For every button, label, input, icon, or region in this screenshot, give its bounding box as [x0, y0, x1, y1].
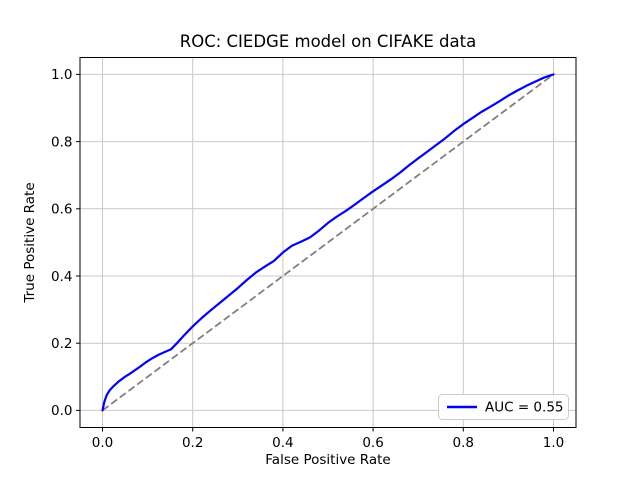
legend-box	[438, 394, 569, 420]
x-axis-label: False Positive Rate	[265, 452, 390, 468]
y-tick-label: 0.6	[51, 202, 72, 218]
x-tick-labels: 0.0 0.2 0.4 0.6 0.8 1.0	[92, 435, 564, 451]
y-tick-label: 0.4	[51, 269, 72, 285]
chart-title: ROC: CIEDGE model on CIFAKE data	[180, 32, 476, 51]
y-tick-labels: 0.0 0.2 0.4 0.6 0.8 1.0	[51, 67, 72, 419]
chance-diagonal-line	[101, 73, 555, 412]
y-tick-label: 0.8	[51, 134, 72, 150]
y-tick-label: 0.2	[51, 336, 72, 352]
y-tick-label: 0.0	[51, 403, 72, 419]
y-tick-label: 1.0	[51, 67, 72, 83]
axes-frame	[79, 57, 577, 428]
legend: AUC = 0.55	[438, 394, 569, 420]
axis-ticks	[76, 73, 554, 432]
x-tick-label: 0.8	[453, 435, 474, 451]
x-tick-label: 0.4	[272, 435, 293, 451]
x-tick-label: 1.0	[543, 435, 564, 451]
y-axis-label: True Positive Rate	[22, 182, 38, 303]
roc-curve-line	[101, 73, 555, 412]
x-tick-label: 0.0	[92, 435, 113, 451]
x-tick-label: 0.2	[182, 435, 203, 451]
legend-label: AUC = 0.55	[485, 400, 564, 416]
x-tick-label: 0.6	[362, 435, 383, 451]
gridlines	[80, 57, 576, 428]
